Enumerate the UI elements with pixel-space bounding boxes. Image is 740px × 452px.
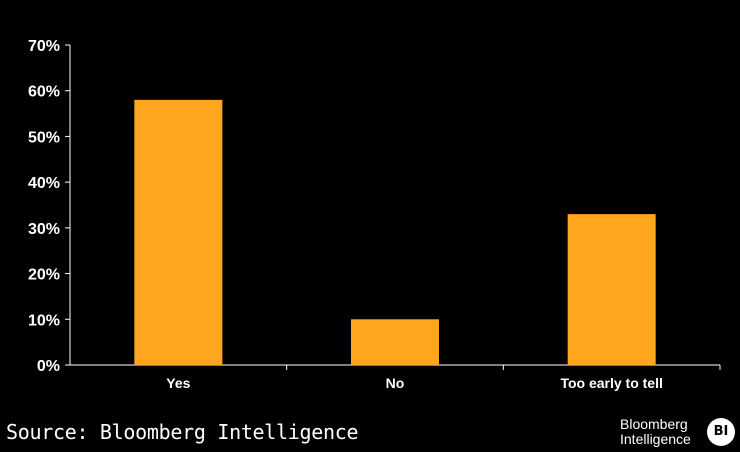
y-tick-label: 0% — [37, 358, 60, 375]
brand-wordmark: Bloomberg Intelligence — [620, 417, 691, 447]
x-tick-label: Yes — [166, 375, 190, 391]
x-tick-label: No — [386, 375, 405, 391]
bloomberg-intelligence-logo: Bloomberg Intelligence BI — [612, 415, 736, 451]
y-tick-label: 10% — [28, 312, 60, 329]
bars — [134, 99, 656, 365]
bi-badge-icon: BI — [707, 418, 735, 446]
axis-labels: 0% 10% 20% 30% 40% 50% 60% 70% Yes No Too early to… — [28, 38, 663, 391]
y-tick-label: 30% — [28, 221, 60, 238]
y-tick-label: 20% — [28, 267, 60, 284]
bar — [134, 99, 223, 365]
bar — [567, 214, 656, 365]
y-tick-label: 50% — [28, 129, 60, 146]
brand-line-2: Intelligence — [620, 431, 691, 447]
x-tick-label: Too early to tell — [560, 375, 662, 391]
y-tick-label: 40% — [28, 175, 60, 192]
y-tick-label: 70% — [28, 38, 60, 55]
y-tick-label: 60% — [28, 84, 60, 101]
bar-chart: 0% 10% 20% 30% 40% 50% 60% 70% Yes No Too early to… — [28, 38, 721, 391]
brand-line-1: Bloomberg — [620, 416, 688, 432]
source-note: Source: Bloomberg Intelligence — [6, 420, 359, 444]
bar — [351, 319, 439, 365]
